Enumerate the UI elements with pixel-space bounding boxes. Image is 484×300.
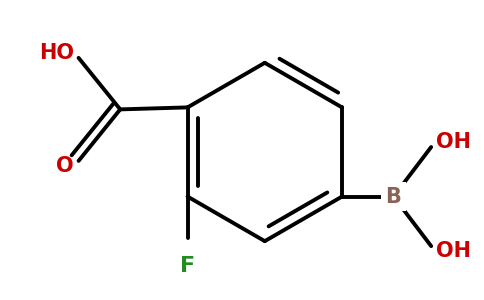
Text: B: B [386,187,401,207]
Text: F: F [180,256,195,276]
Text: OH: OH [436,241,471,261]
Text: HO: HO [39,43,74,63]
Text: OH: OH [436,132,471,152]
Text: O: O [56,156,74,176]
